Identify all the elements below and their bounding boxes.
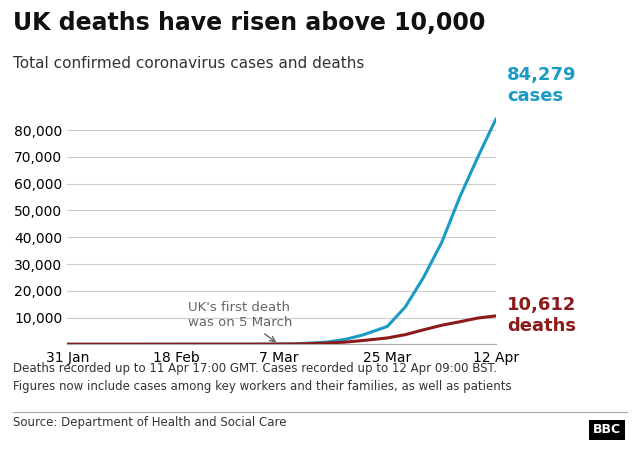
Text: BBC: BBC: [593, 423, 621, 436]
Text: 84,279
cases: 84,279 cases: [507, 66, 577, 105]
Text: Source: Department of Health and Social Care: Source: Department of Health and Social …: [13, 416, 286, 429]
Text: 10,612
deaths: 10,612 deaths: [507, 297, 577, 335]
Text: UK's first death
was on 5 March: UK's first death was on 5 March: [188, 302, 292, 342]
Text: Deaths recorded up to 11 Apr 17:00 GMT. Cases recorded up to 12 Apr 09:00 BST.
F: Deaths recorded up to 11 Apr 17:00 GMT. …: [13, 362, 511, 393]
Text: Total confirmed coronavirus cases and deaths: Total confirmed coronavirus cases and de…: [13, 56, 364, 71]
Text: UK deaths have risen above 10,000: UK deaths have risen above 10,000: [13, 11, 485, 35]
